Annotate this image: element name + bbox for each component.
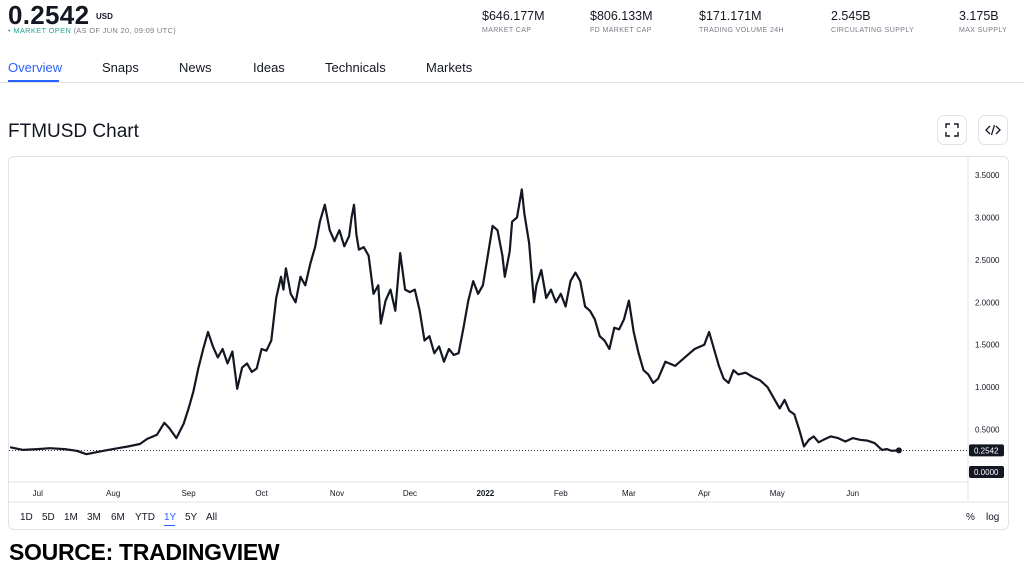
range-all[interactable]: All [206, 512, 218, 523]
y-tick-label: 2.5000 [975, 256, 1000, 265]
x-tick-label: 2022 [476, 489, 494, 498]
range-6m[interactable]: 6M [111, 512, 125, 523]
stat-label: TRADING VOLUME 24H [699, 27, 784, 34]
range-ytd[interactable]: YTD [135, 512, 155, 523]
stat-label: CIRCULATING SUPPLY [831, 27, 915, 34]
stat-value: $806.133M [590, 9, 653, 23]
embed-button[interactable] [978, 115, 1008, 145]
tab-overview[interactable]: Overview [8, 60, 63, 75]
stat-market-cap: $646.177M MARKET CAP [482, 9, 545, 34]
tab-bar: Overview Snaps News Ideas Technicals Mar… [0, 56, 1024, 83]
x-tick-label: Mar [622, 489, 636, 498]
as-of-timestamp: (AS OF JUN 20, 09:09 UTC) [73, 26, 177, 35]
chart-container[interactable]: 3.5000 3.0000 2.5000 2.0000 1.5000 1.0000 0.50… [8, 156, 1009, 530]
fullscreen-icon [945, 123, 959, 137]
log-scale-toggle[interactable]: log [986, 512, 1000, 523]
x-tick-label: Jun [846, 489, 859, 498]
tab-technicals[interactable]: Technicals [325, 60, 386, 75]
price-line [9, 188, 900, 456]
range-5y[interactable]: 5Y [185, 512, 198, 523]
x-tick-label: May [770, 489, 785, 498]
x-tick-label: Oct [255, 489, 268, 498]
stat-label: FD MARKET CAP [590, 27, 652, 34]
market-open-label: MARKET OPEN [13, 26, 72, 35]
x-tick-label: Dec [403, 489, 417, 498]
last-price-label-box [969, 444, 1004, 457]
tab-markets[interactable]: Markets [426, 60, 473, 75]
x-tick-label: Apr [698, 489, 711, 498]
zero-price-label-box [969, 466, 1004, 478]
stat-fd-market-cap: $806.133M FD MARKET CAP [590, 9, 653, 34]
chart-title: FTMUSD Chart [8, 121, 139, 142]
range-3m[interactable]: 3M [87, 512, 101, 523]
y-tick-label: 1.5000 [975, 341, 1000, 350]
range-1d[interactable]: 1D [20, 512, 33, 523]
tab-snaps[interactable]: Snaps [102, 60, 139, 75]
source-caption: SOURCE: TRADINGVIEW [9, 539, 280, 565]
price-currency: USD [96, 12, 113, 21]
y-tick-label: 2.0000 [975, 298, 1000, 307]
stat-value: 2.545B [831, 9, 871, 23]
market-status: • MARKET OPEN (AS OF JUN 20, 09:09 UTC) [8, 26, 176, 35]
y-tick-label: 3.0000 [975, 213, 1000, 222]
stat-value: $171.171M [699, 9, 762, 23]
x-tick-label: Aug [106, 489, 120, 498]
percent-scale-toggle[interactable]: % [966, 512, 975, 523]
active-range-indicator [164, 525, 175, 526]
stat-label: MAX SUPPLY [959, 27, 1008, 34]
stat-circulating-supply: 2.545B CIRCULATING SUPPLY [831, 9, 914, 34]
price-value: 0.2542 [8, 0, 90, 30]
range-1m[interactable]: 1M [64, 512, 78, 523]
embed-code-icon [985, 124, 1001, 136]
last-price-label: 0.2542 [974, 446, 999, 455]
stat-label: MARKET CAP [482, 27, 532, 34]
price-chart[interactable]: 3.5000 3.0000 2.5000 2.0000 1.5000 1.0000 0.50… [9, 157, 1008, 529]
stat-max-supply: 3.175B MAX SUPPLY [959, 9, 1007, 34]
active-tab-indicator [8, 80, 59, 82]
y-tick-label: 3.5000 [975, 171, 1000, 180]
stat-value: 3.175B [959, 9, 999, 23]
y-tick-label: 0.5000 [975, 426, 1000, 435]
market-status-dot: • [8, 26, 11, 35]
stat-trading-volume: $171.171M TRADING VOLUME 24H [699, 9, 784, 34]
fullscreen-button[interactable] [937, 115, 967, 145]
y-tick-label: 1.0000 [975, 383, 1000, 392]
tab-news[interactable]: News [179, 60, 212, 75]
x-tick-label: Feb [554, 489, 568, 498]
zero-price-label: 0.0000 [974, 468, 999, 477]
stat-value: $646.177M [482, 9, 545, 23]
x-tick-label: Jul [33, 489, 43, 498]
last-price-point [895, 447, 902, 454]
tab-ideas[interactable]: Ideas [253, 60, 285, 75]
range-1y[interactable]: 1Y [164, 512, 177, 523]
range-5d[interactable]: 5D [42, 512, 55, 523]
x-tick-label: Sep [181, 489, 196, 498]
x-tick-label: Nov [330, 489, 344, 498]
